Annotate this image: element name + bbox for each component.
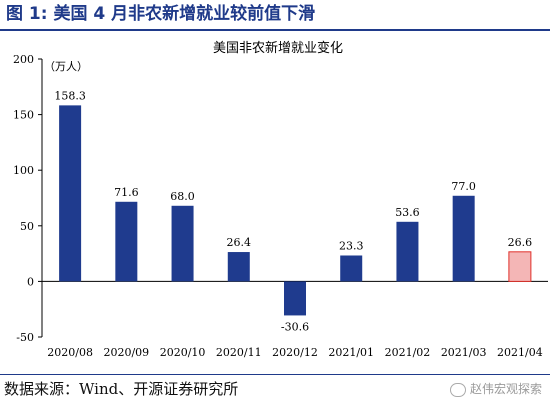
- bar: [340, 255, 363, 282]
- bar: [284, 281, 306, 316]
- bar: [452, 195, 475, 282]
- y-tick-label: 50: [20, 220, 34, 233]
- y-tick-label: 150: [13, 109, 34, 122]
- y-tick-label: 200: [13, 53, 34, 66]
- bar: [227, 252, 250, 282]
- x-tick-label: 2020/09: [103, 346, 149, 359]
- x-tick-label: 2021/02: [385, 346, 431, 359]
- data-label: 158.3: [54, 89, 86, 102]
- bar: [59, 105, 82, 282]
- title-rule: [0, 29, 550, 31]
- data-label: 26.4: [227, 236, 252, 249]
- data-label: 26.6: [508, 236, 533, 249]
- wechat-icon: [449, 382, 466, 397]
- watermark: 赵伟宏观探索: [449, 380, 542, 397]
- bar: [115, 201, 138, 282]
- data-label: 71.6: [114, 186, 139, 199]
- data-label: 53.6: [395, 206, 420, 219]
- data-label: 23.3: [339, 239, 364, 252]
- y-tick-label: 0: [27, 275, 34, 288]
- data-label: -30.6: [281, 320, 309, 333]
- data-label: 77.0: [451, 180, 476, 193]
- y-tick-label: 100: [13, 164, 34, 177]
- x-tick-label: 2020/10: [160, 346, 206, 359]
- chart-title: 美国非农新增就业变化: [213, 40, 343, 56]
- y-tick-label: -50: [16, 331, 34, 344]
- bar-highlighted: [508, 251, 532, 282]
- source-note: 数据来源：Wind、开源证券研究所: [4, 380, 239, 398]
- data-label: 68.0: [170, 190, 195, 203]
- bottom-rule: [0, 374, 550, 375]
- x-tick-label: 2020/08: [47, 346, 93, 359]
- y-unit-label: （万人）: [44, 60, 88, 73]
- x-tick-label: 2021/01: [328, 346, 374, 359]
- watermark-text: 赵伟宏观探索: [469, 382, 542, 396]
- bar: [171, 205, 194, 282]
- bar: [396, 221, 419, 282]
- x-tick-label: 2020/12: [272, 346, 318, 359]
- x-tick-label: 2021/03: [441, 346, 487, 359]
- bar-chart: 美国非农新增就业变化 （万人） -50 0 50 100 150 200 158.3 2020/0…: [13, 40, 548, 359]
- x-tick-label: 2021/04: [497, 346, 543, 359]
- figure-title: 图 1: 美国 4 月非农新增就业较前值下滑: [6, 4, 316, 24]
- x-tick-label: 2020/11: [216, 346, 262, 359]
